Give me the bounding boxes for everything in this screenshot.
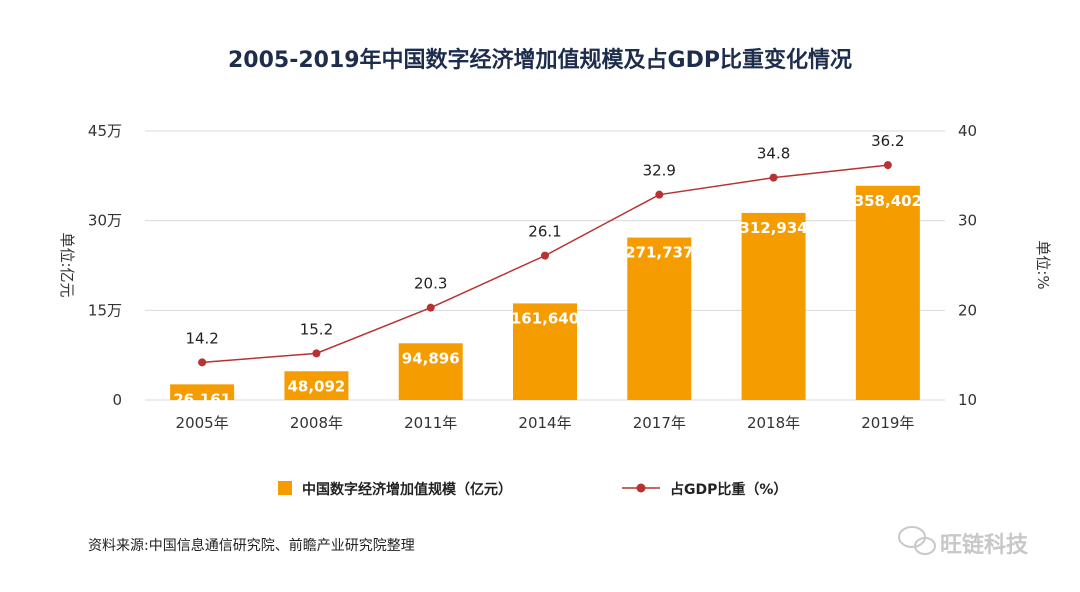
left-axis-label: 单位:亿元 (58, 232, 76, 297)
x-tick-label: 2014年 (518, 414, 571, 432)
left-tick-label: 45万 (88, 122, 122, 140)
watermark: 旺链科技 (898, 526, 1029, 558)
bar-value-label: 312,934 (739, 219, 807, 237)
line-value-label: 32.9 (643, 162, 676, 180)
legend-bar-swatch (278, 481, 292, 495)
legend: 中国数字经济增加值规模（亿元） 占GDP比重（%） (278, 481, 787, 498)
line-point (312, 349, 321, 358)
bar (284, 371, 349, 400)
right-tick-label: 10 (958, 391, 977, 409)
bar-value-label: 26,161 (173, 390, 231, 408)
line-value-label: 34.8 (757, 145, 790, 163)
line-point (655, 190, 664, 199)
x-tick-label: 2008年 (290, 414, 343, 432)
chart-title: 2005-2019年中国数字经济增加值规模及占GDP比重变化情况 (228, 47, 852, 73)
x-tick-label: 2005年 (176, 414, 229, 432)
right-tick-label: 30 (958, 212, 977, 230)
axes: 0 15万 30万 45万 10 20 30 40 2005年 2008年 2011年 2014年 20… (88, 122, 977, 432)
line-point (883, 161, 892, 170)
legend-line-marker (636, 483, 646, 493)
left-tick-label: 0 (112, 391, 122, 409)
x-tick-label: 2019年 (861, 414, 914, 432)
line-point (426, 303, 435, 312)
bar-value-label: 94,896 (402, 349, 460, 367)
bar (513, 303, 577, 400)
line-series: 14.2 15.2 20.3 26.1 32.9 34.8 36.2 (185, 132, 905, 367)
line-point (541, 251, 549, 260)
bar (170, 384, 235, 400)
x-tick-label: 2018年 (747, 414, 800, 432)
left-tick-label: 15万 (88, 301, 122, 319)
bar-value-label: 48,092 (287, 377, 345, 395)
bar (627, 237, 692, 400)
line-value-label: 14.2 (185, 329, 218, 347)
source-note: 资料来源:中国信息通信研究院、前瞻产业研究院整理 (88, 537, 415, 554)
line-value-label: 36.2 (871, 132, 904, 150)
bar (855, 185, 920, 400)
right-tick-label: 40 (958, 122, 977, 140)
bar-series: 26,161 48,092 94,896 161,640 271,737 312,934 3… (170, 185, 922, 408)
right-axis-label: 单位:% (1034, 240, 1052, 289)
line-value-label: 15.2 (300, 320, 333, 338)
bar (398, 343, 463, 400)
line-point (198, 358, 207, 367)
line-value-label: 26.1 (528, 223, 561, 241)
line-point (769, 173, 778, 182)
bar (741, 212, 806, 400)
right-tick-label: 20 (958, 301, 977, 319)
bar-value-label: 161,640 (511, 309, 579, 327)
bar-value-label: 358,402 (854, 192, 922, 210)
wechat-icon (898, 526, 936, 555)
watermark-text: 旺链科技 (940, 532, 1029, 558)
x-tick-label: 2017年 (633, 414, 686, 432)
line-value-label: 20.3 (414, 275, 447, 293)
x-tick-label: 2011年 (404, 414, 457, 432)
bar-value-label: 271,737 (625, 244, 693, 262)
legend-bar-label: 中国数字经济增加值规模（亿元） (302, 481, 512, 498)
left-tick-label: 30万 (88, 212, 122, 230)
legend-line-label: 占GDP比重（%） (670, 481, 787, 498)
